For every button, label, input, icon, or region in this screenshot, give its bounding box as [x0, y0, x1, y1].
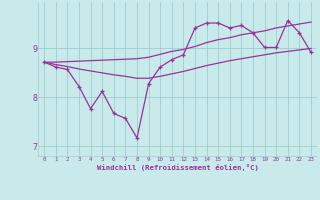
X-axis label: Windchill (Refroidissement éolien,°C): Windchill (Refroidissement éolien,°C) [97, 164, 259, 171]
